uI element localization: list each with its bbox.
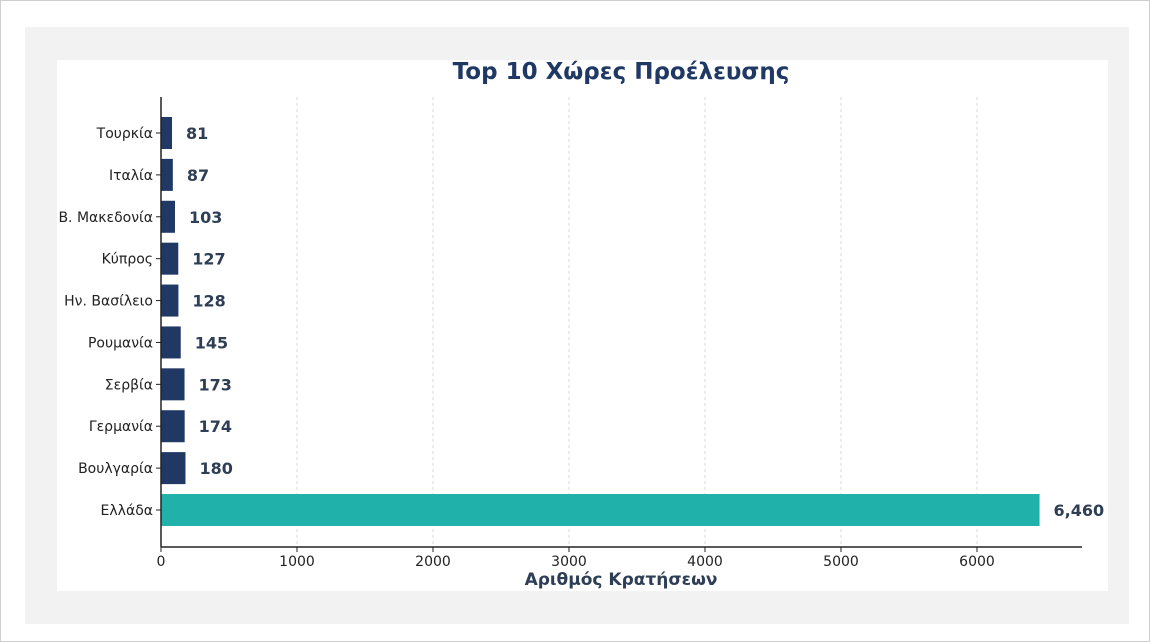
y-tick-label: Ιταλία [109, 168, 153, 184]
bar [161, 284, 179, 317]
value-label: 81 [186, 124, 208, 143]
x-tick-label: 6000 [959, 554, 995, 570]
x-tick-label: 5000 [823, 554, 859, 570]
value-label: 128 [192, 292, 225, 311]
x-tick-label: 4000 [687, 554, 723, 570]
bar [161, 452, 186, 485]
value-label: 87 [187, 166, 209, 185]
y-tick-label: Ρουμανία [88, 335, 153, 351]
x-tick-label: 2000 [415, 554, 451, 570]
value-label: 6,460 [1054, 501, 1105, 520]
value-label: 145 [195, 333, 228, 352]
value-label: 180 [199, 459, 232, 478]
bar [161, 410, 185, 443]
bar [161, 494, 1040, 526]
chart-title: Top 10 Χώρες Προέλευσης [453, 59, 790, 85]
y-tick-label: Σερβία [105, 377, 153, 393]
x-tick-label: 1000 [279, 554, 315, 570]
bar [161, 200, 176, 233]
bars [161, 117, 1040, 526]
value-labels: 6,460 180 174 173 145 128 127 103 87 81 [186, 124, 1104, 520]
grid-lines [296, 97, 978, 547]
x-tick-label: 0 [157, 554, 166, 570]
value-label: 174 [199, 417, 232, 436]
y-tick-label: Κύπρος [102, 252, 153, 268]
value-label: 103 [189, 208, 222, 227]
y-tick-label: Γερμανία [89, 419, 153, 435]
bar [161, 368, 185, 401]
value-label: 173 [199, 375, 232, 394]
x-ticks: 0 1000 2000 3000 4000 5000 6000 [157, 547, 995, 570]
x-tick-label: 3000 [551, 554, 587, 570]
y-tick-label: Τουρκία [96, 126, 153, 142]
bar [161, 242, 179, 275]
bar [161, 326, 181, 359]
x-axis-label: Αριθμός Κρατήσεων [525, 570, 718, 590]
y-tick-label: Βουλγαρία [78, 461, 153, 477]
value-label: 127 [192, 250, 225, 269]
y-tick-label: Β. Μακεδονία [58, 210, 153, 226]
y-tick-labels: Ελλάδα Βουλγαρία Γερμανία Σερβία Ρουμανία Ην.… [58, 126, 161, 519]
y-tick-label: Ην. Βασίλειο [64, 294, 153, 310]
bar [161, 117, 173, 149]
y-tick-label: Ελλάδα [101, 503, 153, 519]
bar [161, 158, 173, 191]
